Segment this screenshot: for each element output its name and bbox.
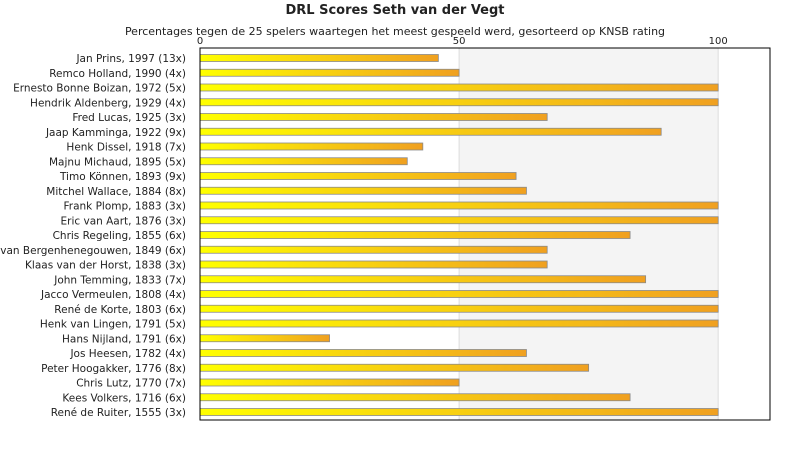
category-label: Jos Heesen, 1782 (4x) [69, 348, 186, 360]
category-label: Jaap Kamminga, 1922 (9x) [45, 127, 186, 139]
plot-frame [199, 47, 771, 421]
bar [199, 231, 631, 239]
category-label: Frank Plomp, 1883 (3x) [64, 201, 187, 213]
bar [199, 172, 517, 180]
category-label: Eric van Aart, 1876 (3x) [61, 215, 187, 227]
category-label: Hans Nijland, 1791 (6x) [62, 333, 186, 345]
bar [199, 68, 460, 77]
category-label: John Temming, 1833 (7x) [53, 274, 186, 286]
category-label: Majnu Michaud, 1895 (5x) [49, 156, 186, 168]
bar [199, 142, 424, 151]
bar [199, 408, 719, 416]
bar [199, 363, 590, 372]
bar [199, 54, 439, 62]
category-label: Chris Regeling, 1855 (6x) [53, 230, 186, 242]
category-label: Hendrik Aldenberg, 1929 (4x) [30, 97, 186, 109]
bar [199, 157, 408, 166]
category-label: Henk Dissel, 1918 (7x) [66, 142, 186, 154]
category-label: René de Ruiter, 1555 (3x) [51, 407, 186, 419]
category-label: Ernesto Bonne Boizan, 1972 (5x) [13, 83, 186, 95]
chart-title: DRL Scores Seth van der Vegt [285, 3, 505, 18]
category-label: Peter Hoogakker, 1776 (8x) [41, 363, 186, 375]
category-label: Chris Lutz, 1770 (7x) [76, 378, 186, 390]
category-label: René de Korte, 1803 (6x) [54, 304, 186, 316]
category-label: van Bergenhenegouwen, 1849 (6x) [0, 245, 186, 257]
category-label: Jacco Vermeulen, 1808 (4x) [40, 289, 186, 301]
x-tick-label: 50 [453, 36, 466, 47]
bar [199, 113, 548, 121]
bar [199, 275, 647, 284]
chart-subtitle: Percentages tegen de 25 spelers waartege… [124, 25, 666, 38]
category-label: Henk van Lingen, 1791 (5x) [40, 319, 186, 331]
bar [199, 245, 548, 254]
bar [199, 349, 527, 357]
category-label: Klaas van der Horst, 1838 (3x) [25, 260, 186, 272]
bar [199, 98, 719, 107]
category-label: Mitchel Wallace, 1884 (8x) [46, 186, 186, 198]
bar [199, 201, 719, 210]
category-label: Kees Volkers, 1716 (6x) [62, 392, 186, 404]
category-label: Remco Holland, 1990 (4x) [49, 68, 186, 80]
bar [199, 260, 548, 269]
category-label: Timo Können, 1893 (9x) [59, 171, 186, 183]
bar [199, 334, 330, 343]
bar [199, 216, 719, 225]
bar [199, 127, 662, 136]
x-tick-label: 0 [197, 36, 203, 47]
x-tick-label: 100 [709, 36, 728, 47]
category-label: Jan Prins, 1997 (13x) [75, 53, 186, 65]
category-label: Fred Lucas, 1925 (3x) [72, 112, 186, 124]
bar [199, 304, 719, 313]
bar [199, 290, 719, 298]
bar [199, 186, 527, 195]
bar [199, 83, 719, 92]
bar [199, 393, 631, 402]
bar [199, 378, 460, 387]
bar [199, 319, 719, 328]
